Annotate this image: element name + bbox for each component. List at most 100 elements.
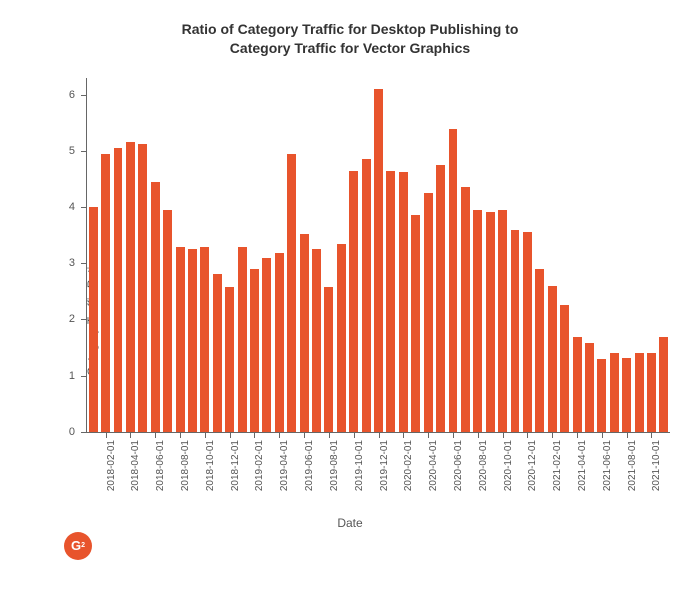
bar-slot — [286, 78, 298, 432]
bar — [560, 305, 569, 431]
bar-slot — [645, 78, 657, 432]
bar-slot — [348, 78, 360, 432]
bar-slot — [174, 78, 186, 432]
bar — [635, 353, 644, 432]
bar-slot — [546, 78, 558, 432]
bar — [585, 343, 594, 432]
logo-text: G — [71, 538, 81, 553]
chart-title-line2: Category Traffic for Vector Graphics — [20, 39, 680, 58]
bar — [573, 337, 582, 431]
bar-slot — [658, 78, 670, 432]
bar-slot — [211, 78, 223, 432]
bar — [138, 144, 147, 432]
bar — [548, 286, 557, 432]
chart-container: Ratio of Category Traffic for Desktop Pu… — [0, 0, 700, 608]
bar-slot — [608, 78, 620, 432]
bar-slot — [484, 78, 496, 432]
bar — [523, 232, 532, 431]
bar-slot — [410, 78, 422, 432]
plot-area: Category Traffic Ratio 2018-02-012018-04… — [20, 68, 680, 568]
bar-slot — [360, 78, 372, 432]
x-tick-label: 2021-02-01 — [552, 440, 563, 491]
bar-slot — [261, 78, 273, 432]
bar — [337, 244, 346, 432]
bar — [436, 165, 445, 432]
bar-slot — [571, 78, 583, 432]
bar-slot — [459, 78, 471, 432]
bar — [647, 353, 656, 432]
bar-slot — [112, 78, 124, 432]
x-tick-label: 2021-10-01 — [651, 440, 662, 491]
x-tick-label: 2021-06-01 — [602, 440, 613, 491]
bar-slot — [422, 78, 434, 432]
bar — [213, 274, 222, 431]
bar-slot — [248, 78, 260, 432]
bar — [349, 171, 358, 432]
bar-slot — [596, 78, 608, 432]
x-tick-label: 2019-04-01 — [279, 440, 290, 491]
bar-slot — [447, 78, 459, 432]
bar-slot — [310, 78, 322, 432]
bar — [238, 247, 247, 431]
x-tick-label: 2020-04-01 — [428, 440, 439, 491]
bar — [399, 172, 408, 432]
x-tick-label: 2020-12-01 — [527, 440, 538, 491]
bar — [200, 247, 209, 431]
bar — [622, 358, 631, 432]
x-tick-label: 2018-10-01 — [205, 440, 216, 491]
bar — [126, 142, 135, 431]
bar-slot — [137, 78, 149, 432]
bar-slot — [509, 78, 521, 432]
bar — [300, 234, 309, 432]
x-tick-label: 2018-12-01 — [230, 440, 241, 491]
bar-slot — [620, 78, 632, 432]
bar-slot — [434, 78, 446, 432]
bar-slot — [385, 78, 397, 432]
bar — [498, 210, 507, 432]
bar-slot — [521, 78, 533, 432]
bar — [114, 148, 123, 432]
bar — [461, 187, 470, 431]
x-tick-label: 2020-10-01 — [503, 440, 514, 491]
bar-slot — [199, 78, 211, 432]
bar-slot — [323, 78, 335, 432]
g2-logo-icon: G2 — [64, 532, 92, 560]
bar-slot — [223, 78, 235, 432]
bar — [89, 207, 98, 432]
x-tick-label: 2018-04-01 — [130, 440, 141, 491]
bar — [473, 210, 482, 432]
bar — [597, 359, 606, 432]
bar — [262, 258, 271, 432]
x-tick-label: 2019-02-01 — [254, 440, 265, 491]
bar-slot — [496, 78, 508, 432]
bar-slot — [583, 78, 595, 432]
bar-slot — [558, 78, 570, 432]
bar — [324, 287, 333, 432]
x-tick-label: 2019-12-01 — [379, 440, 390, 491]
bar-slot — [186, 78, 198, 432]
bar — [659, 337, 668, 431]
chart-title-line1: Ratio of Category Traffic for Desktop Pu… — [20, 20, 680, 39]
bar — [511, 230, 520, 432]
bar — [225, 287, 234, 432]
bar — [386, 171, 395, 432]
bar-slot — [472, 78, 484, 432]
bar-slot — [149, 78, 161, 432]
bar — [188, 249, 197, 432]
bar-slot — [273, 78, 285, 432]
chart-title: Ratio of Category Traffic for Desktop Pu… — [20, 20, 680, 58]
bar-slot — [534, 78, 546, 432]
x-tick-label: 2018-02-01 — [106, 440, 117, 491]
bar-slot — [633, 78, 645, 432]
x-tick-label: 2021-08-01 — [627, 440, 638, 491]
bar — [250, 269, 259, 432]
bar-slot — [124, 78, 136, 432]
bar — [312, 249, 321, 432]
x-axis-label: Date — [20, 516, 680, 530]
bars-group — [87, 78, 670, 432]
bar — [287, 154, 296, 432]
plot-inner: 2018-02-012018-04-012018-06-012018-08-01… — [86, 78, 670, 433]
bar-slot — [99, 78, 111, 432]
x-tick-label: 2019-10-01 — [354, 440, 365, 491]
bar — [275, 253, 284, 432]
